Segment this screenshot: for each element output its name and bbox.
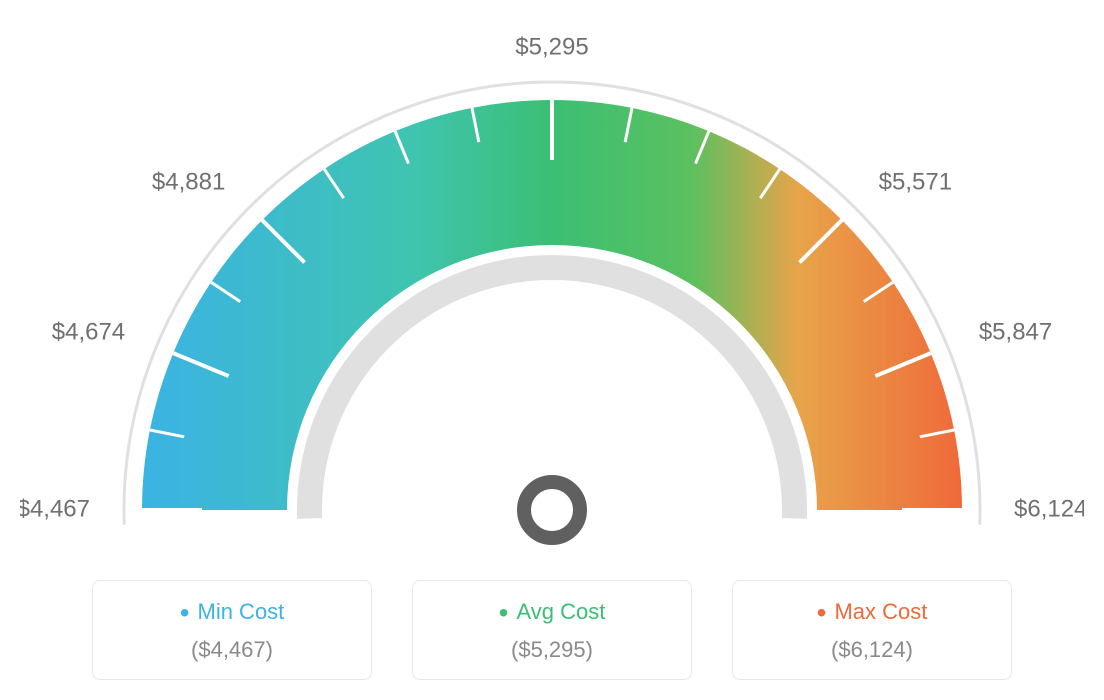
cost-gauge-chart: $4,467 $4,674 $4,881 $5,295 $5,571 $5,847 $6,1… (20, 20, 1084, 560)
gauge-tick-label: $4,467 (20, 495, 90, 522)
legend-max-label: Max Cost (817, 597, 928, 629)
legend-row: Min Cost ($4,467) Avg Cost ($5,295) Max … (20, 580, 1084, 680)
legend-avg-label: Avg Cost (499, 597, 606, 629)
legend-max-value: ($6,124) (773, 637, 971, 663)
legend-card-avg: Avg Cost ($5,295) (412, 580, 692, 680)
gauge-tick-label: $6,124 (1014, 495, 1084, 522)
legend-card-min: Min Cost ($4,467) (92, 580, 372, 680)
gauge-tick-label: $5,295 (515, 33, 588, 60)
legend-min-label: Min Cost (180, 597, 285, 629)
legend-avg-value: ($5,295) (453, 637, 651, 663)
gauge-tick-label: $4,674 (52, 319, 125, 346)
gauge-tick-label: $5,847 (979, 319, 1052, 346)
legend-min-value: ($4,467) (133, 637, 331, 663)
gauge-tick-label: $5,571 (879, 169, 952, 196)
gauge-svg: $4,467 $4,674 $4,881 $5,295 $5,571 $5,847 $6,1… (20, 20, 1084, 560)
gauge-tick-label: $4,881 (152, 169, 225, 196)
legend-card-max: Max Cost ($6,124) (732, 580, 1012, 680)
